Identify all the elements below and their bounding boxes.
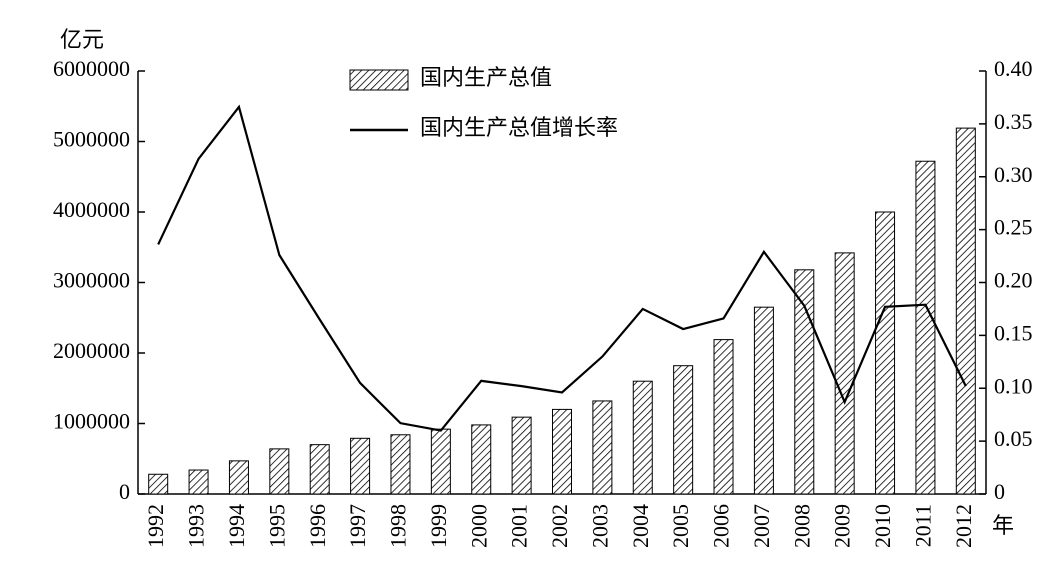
x-tick-label: 2006 (709, 504, 734, 548)
x-tick-label: 1997 (345, 504, 370, 548)
x-tick-label: 1998 (386, 504, 411, 548)
bar (955, 127, 976, 495)
x-axis-label: 年 (992, 513, 1014, 538)
y2-tick-label: 0.40 (994, 56, 1033, 81)
y2-tick-label: 0.05 (994, 426, 1033, 451)
x-tick-label: 2007 (749, 504, 774, 548)
x-tick-label: 2001 (507, 504, 532, 548)
x-tick-label: 2008 (789, 504, 814, 548)
x-tick-label: 2000 (466, 504, 491, 548)
y2-tick-label: 0.25 (994, 215, 1033, 240)
bar (228, 460, 249, 495)
bar (875, 211, 896, 495)
y-tick-label: 3000000 (53, 268, 130, 293)
legend-swatch (349, 69, 409, 91)
bar (794, 269, 815, 495)
bar (592, 400, 613, 495)
y-tick-label: 1000000 (53, 409, 130, 434)
bar (511, 416, 532, 495)
line (157, 104, 967, 432)
bar (753, 306, 774, 495)
legend-label: 国内生产总值 (420, 65, 552, 90)
y2-tick-label: 0.10 (994, 373, 1033, 398)
bar (350, 437, 371, 495)
y2-tick-label: 0.30 (994, 162, 1033, 187)
bar (148, 473, 169, 495)
bar (915, 160, 936, 495)
y-tick-label: 5000000 (53, 127, 130, 152)
y2-tick-label: 0 (994, 479, 1005, 504)
legend-label: 国内生产总值增长率 (420, 115, 618, 140)
y-tick-label: 4000000 (53, 197, 130, 222)
bar (471, 424, 492, 495)
y-tick-label: 6000000 (53, 56, 130, 81)
y-tick-label: 2000000 (53, 338, 130, 363)
bar (390, 434, 411, 495)
bar (632, 380, 653, 495)
bar (834, 252, 855, 495)
x-tick-label: 2012 (951, 504, 976, 548)
x-tick-label: 2009 (830, 504, 855, 548)
x-tick-label: 2003 (587, 504, 612, 548)
bar (713, 339, 734, 495)
x-tick-label: 1993 (184, 504, 209, 548)
bar (188, 469, 209, 495)
bar (309, 444, 330, 495)
bar (552, 408, 572, 495)
bar (673, 365, 694, 495)
x-tick-label: 2005 (668, 504, 693, 548)
x-tick-label: 2004 (628, 504, 653, 548)
x-tick-label: 1992 (143, 504, 168, 548)
x-tick-label: 1994 (224, 504, 249, 548)
x-tick-label: 2010 (870, 504, 895, 548)
bar (430, 428, 451, 495)
y2-tick-label: 0.35 (994, 109, 1033, 134)
x-tick-label: 1996 (305, 504, 330, 548)
x-tick-label: 2002 (547, 504, 572, 548)
x-tick-label: 1995 (264, 504, 289, 548)
y2-tick-label: 0.15 (994, 320, 1033, 345)
y-axis-label: 亿元 (60, 27, 104, 52)
bar (269, 448, 290, 495)
x-tick-label: 1999 (426, 504, 451, 548)
y2-tick-label: 0.20 (994, 268, 1033, 293)
x-tick-label: 2011 (910, 504, 935, 547)
y-tick-label: 0 (119, 479, 130, 504)
